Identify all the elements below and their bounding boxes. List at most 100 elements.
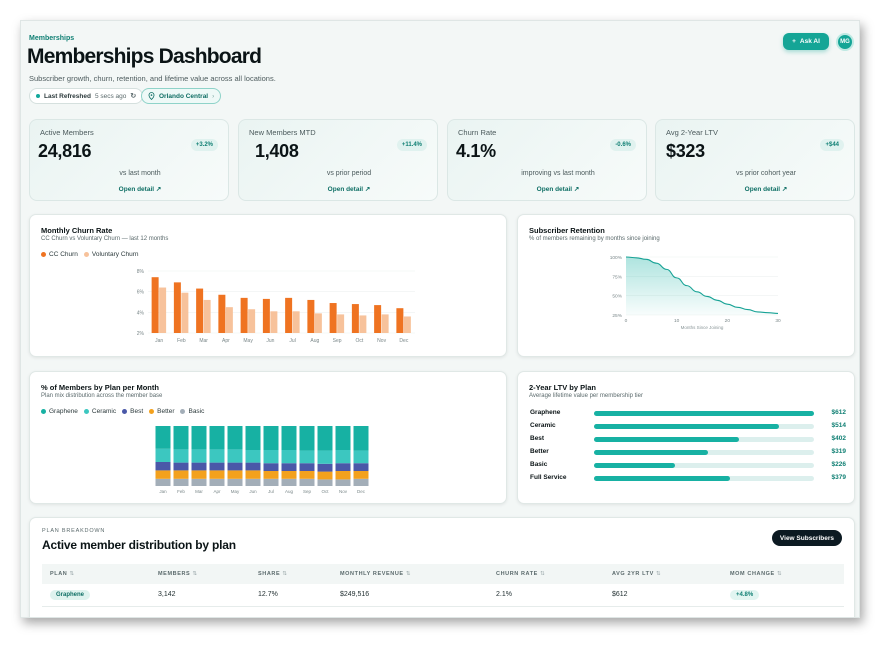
refresh-icon[interactable]: ↻ bbox=[130, 93, 137, 100]
kpi-delta-badge: -0.6% bbox=[610, 139, 636, 151]
card-subtitle: CC Churn vs Voluntary Churn — last 12 mo… bbox=[41, 236, 169, 242]
legend-swatch bbox=[83, 409, 89, 414]
y-tick-label: 2% bbox=[137, 331, 145, 337]
x-tick-label: Oct bbox=[355, 338, 363, 344]
bar-voluntary bbox=[225, 307, 233, 333]
ltv-plan-name: Full Service bbox=[530, 474, 567, 481]
kpi-value: 24,816 bbox=[38, 141, 92, 161]
kpi-label: New Members MTD bbox=[249, 128, 316, 137]
cell-revenue: $249,516 bbox=[332, 584, 488, 607]
legend-label: Graphene bbox=[49, 408, 78, 415]
legend-label: Voluntary Churn bbox=[91, 251, 139, 258]
x-tick-label: 10 bbox=[674, 318, 680, 324]
open-detail-link[interactable]: Open detail ↗ bbox=[327, 186, 371, 193]
x-tick-label: Feb bbox=[177, 489, 185, 494]
column-header-revenue[interactable]: MONTHLY REVENUE ⇅ bbox=[332, 564, 488, 584]
cell-ltv: $612 bbox=[604, 584, 722, 607]
column-header-change[interactable]: MOM CHANGE ⇅ bbox=[722, 564, 844, 584]
stack-segment-better bbox=[263, 471, 279, 479]
plan-pill: Graphene bbox=[50, 589, 91, 600]
legend-label: CC Churn bbox=[49, 251, 78, 258]
location-selector[interactable]: Orlando Central › bbox=[141, 88, 222, 104]
legend-item-cc: CC Churn bbox=[41, 251, 78, 258]
avatar[interactable]: MG bbox=[836, 33, 854, 51]
stack-segment-graphene bbox=[299, 426, 315, 451]
stack-segment-ceramic bbox=[209, 449, 225, 463]
y-tick-label: 8% bbox=[137, 269, 145, 275]
x-tick-label: Oct bbox=[321, 489, 329, 494]
stack-segment-better bbox=[245, 470, 261, 479]
view-subscribers-button[interactable]: View Subscribers bbox=[771, 530, 842, 546]
open-detail-link[interactable]: Open detail ↗ bbox=[118, 186, 162, 193]
churn-bar-chart: 2% 4% 6% 8% Jan Feb Mar Apr May Jun Jul Aug Sep Oct No… bbox=[137, 269, 415, 344]
bar-cc bbox=[307, 299, 315, 333]
last-refreshed-chip[interactable]: Last Refreshed 5 secs ago ↻ bbox=[29, 88, 144, 104]
x-tick-label: Feb bbox=[177, 338, 186, 344]
plan-breakdown-card: PLAN BREAKDOWN Active member distributio… bbox=[29, 517, 855, 617]
column-header-share[interactable]: SHARE ⇅ bbox=[250, 564, 332, 584]
stack-segment-best bbox=[191, 462, 207, 471]
stack-segment-graphene bbox=[317, 426, 333, 451]
stack-segment-basic bbox=[299, 478, 315, 486]
stack-segment-basic bbox=[155, 478, 171, 486]
x-tick-label: Aug bbox=[310, 338, 319, 344]
change-pill: +4.8% bbox=[730, 589, 760, 600]
bar-voluntary bbox=[203, 299, 211, 333]
column-label: SHARE bbox=[258, 571, 281, 577]
ltv-bar-track bbox=[594, 476, 814, 481]
x-tick-label: Jul bbox=[268, 489, 274, 494]
stack-segment-best bbox=[173, 462, 189, 471]
x-tick-label: Sep bbox=[333, 338, 342, 344]
card-subtitle: Plan mix distribution across the member … bbox=[41, 393, 163, 399]
bar-voluntary bbox=[359, 315, 367, 333]
stack-segment-ceramic bbox=[317, 450, 333, 464]
y-tick-label: 100% bbox=[610, 255, 623, 261]
sort-icon: ⇅ bbox=[69, 571, 75, 577]
legend-swatch bbox=[41, 252, 46, 257]
x-tick-label: Sep bbox=[303, 489, 312, 494]
cell-change: +4.8% bbox=[722, 584, 844, 607]
legend-label: Better bbox=[157, 408, 175, 415]
card-title: Monthly Churn Rate bbox=[41, 226, 113, 235]
x-axis-label: Months Since Joining bbox=[681, 325, 724, 330]
stack-segment-best bbox=[281, 463, 297, 471]
ltv-row: Full Service $379 bbox=[530, 472, 846, 485]
stack-segment-graphene bbox=[281, 426, 297, 450]
ltv-bar-fill bbox=[594, 476, 731, 481]
ltv-amount: $319 bbox=[831, 448, 846, 455]
stack-segment-better bbox=[155, 470, 171, 479]
stack-segment-ceramic bbox=[263, 450, 279, 464]
ltv-bar-fill bbox=[594, 450, 709, 455]
column-header-churn[interactable]: CHURN RATE ⇅ bbox=[488, 564, 604, 584]
legend-swatch bbox=[180, 409, 186, 414]
retention-area bbox=[626, 257, 778, 315]
stack-segment-best bbox=[353, 463, 369, 471]
column-header-ltv[interactable]: AVG 2YR LTV ⇅ bbox=[604, 564, 722, 584]
x-tick-label: Jun bbox=[249, 489, 257, 494]
kpi-compare: vs prior cohort year bbox=[736, 170, 796, 177]
column-header-plan[interactable]: PLAN ⇅ bbox=[42, 564, 150, 584]
stack-segment-ceramic bbox=[191, 449, 207, 463]
plus-icon: + bbox=[792, 38, 796, 45]
ltv-plan-name: Better bbox=[530, 448, 549, 455]
open-detail-link[interactable]: Open detail ↗ bbox=[536, 186, 580, 193]
x-tick-label: Dec bbox=[399, 338, 408, 344]
plan-mix-chart-card: % of Members by Plan per Month Plan mix … bbox=[29, 371, 507, 504]
stack-segment-basic bbox=[245, 478, 261, 486]
table-row[interactable]: Graphene 3,142 12.7% $249,516 2.1% $612 … bbox=[42, 584, 844, 607]
stack-segment-basic bbox=[173, 478, 189, 486]
stack-segment-graphene bbox=[155, 426, 171, 449]
legend-label: Ceramic bbox=[91, 408, 117, 415]
ltv-row: Better $319 bbox=[530, 446, 846, 459]
open-detail-link[interactable]: Open detail ↗ bbox=[744, 186, 788, 193]
stack-segment-best bbox=[245, 462, 261, 471]
kpi-delta-badge: +11.4% bbox=[396, 139, 427, 151]
ask-ai-button[interactable]: + Ask AI bbox=[783, 33, 829, 50]
page-title: Memberships Dashboard bbox=[27, 45, 262, 68]
column-header-members[interactable]: MEMBERS ⇅ bbox=[150, 564, 250, 584]
sort-icon: ⇅ bbox=[540, 571, 546, 577]
chevron-right-icon: › bbox=[212, 92, 215, 100]
stack-segment-graphene bbox=[245, 426, 261, 450]
card-title: % of Members by Plan per Month bbox=[41, 383, 159, 392]
bar-cc bbox=[396, 308, 404, 333]
